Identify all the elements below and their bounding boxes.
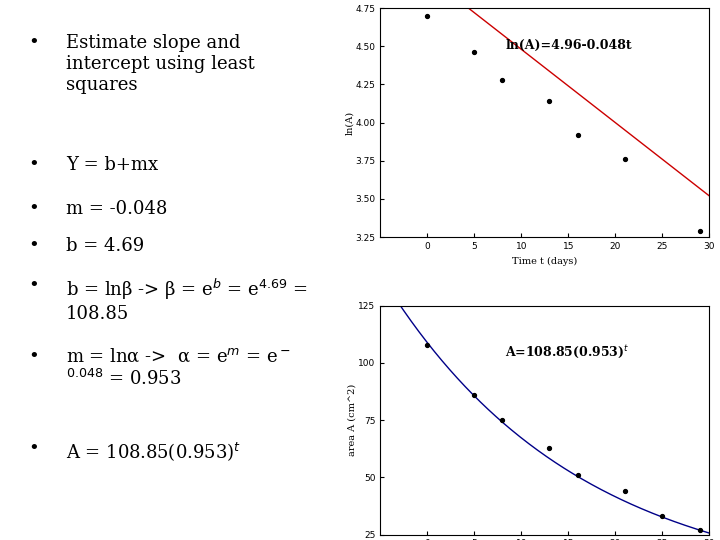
Text: •: • — [28, 35, 39, 52]
Text: •: • — [28, 276, 39, 295]
X-axis label: Time t (days): Time t (days) — [512, 256, 577, 266]
Text: •: • — [28, 156, 39, 173]
Text: Estimate slope and
intercept using least
squares: Estimate slope and intercept using least… — [66, 35, 255, 94]
Text: •: • — [28, 237, 39, 255]
Text: •: • — [28, 440, 39, 458]
Text: b = 4.69: b = 4.69 — [66, 237, 144, 255]
Text: b = lnβ -> β = e$^b$ = e$^{4.69}$ =
108.85: b = lnβ -> β = e$^b$ = e$^{4.69}$ = 108.… — [66, 276, 307, 322]
Y-axis label: area A (cm^2): area A (cm^2) — [348, 384, 357, 456]
Text: ln(A)=4.96-0.048t: ln(A)=4.96-0.048t — [505, 39, 632, 52]
Text: Y = b+mx: Y = b+mx — [66, 156, 158, 173]
Text: •: • — [28, 348, 39, 366]
Text: •: • — [28, 200, 39, 218]
Y-axis label: ln(A): ln(A) — [345, 111, 354, 134]
Text: m = lnα ->  α = e$^m$ = e$^-$
$^{0.048}$ = 0.953: m = lnα -> α = e$^m$ = e$^-$ $^{0.048}$ … — [66, 348, 291, 389]
Text: A = 108.85(0.953)$^t$: A = 108.85(0.953)$^t$ — [66, 440, 241, 463]
Text: A=108.85(0.953)$^t$: A=108.85(0.953)$^t$ — [505, 343, 630, 360]
Text: m = -0.048: m = -0.048 — [66, 200, 168, 218]
